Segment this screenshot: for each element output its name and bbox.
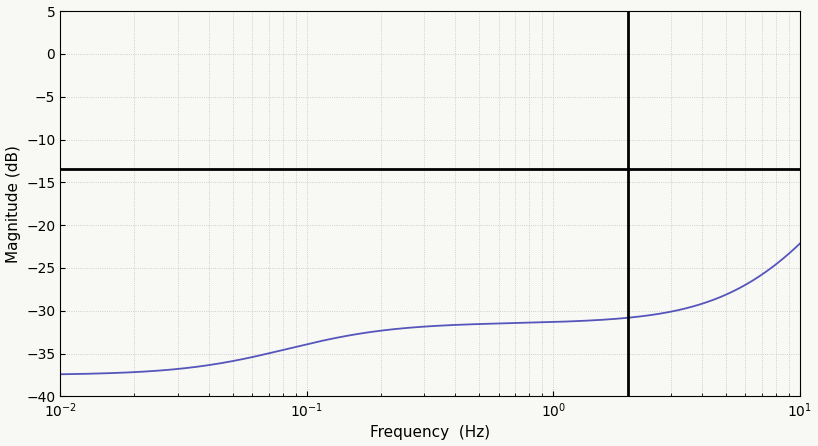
X-axis label: Frequency  (Hz): Frequency (Hz) — [370, 425, 490, 441]
Y-axis label: Magnitude (dB): Magnitude (dB) — [6, 145, 20, 263]
